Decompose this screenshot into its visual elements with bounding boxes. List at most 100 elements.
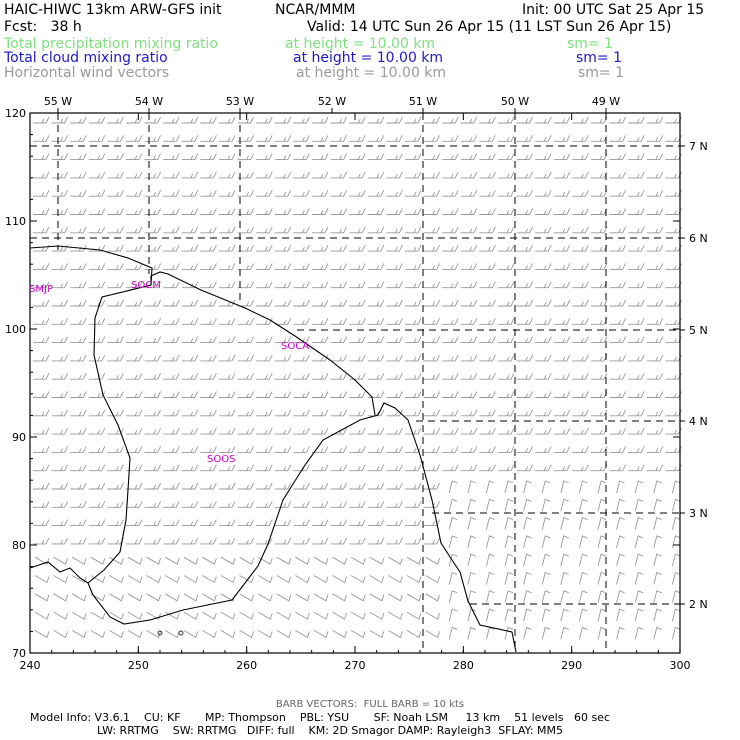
wind-barb — [220, 556, 236, 565]
wind-barb — [293, 208, 310, 215]
wind-barb — [256, 354, 273, 362]
wind-barb — [312, 244, 329, 252]
wind-barb — [616, 590, 625, 603]
wind-barb — [406, 611, 422, 620]
wind-barb — [274, 116, 292, 124]
wind-barb — [653, 480, 662, 494]
wind-barb — [126, 391, 143, 398]
wind-barb — [274, 226, 292, 234]
wind-barb — [479, 464, 496, 472]
wind-barb — [367, 116, 385, 124]
lon-label: 54 W — [135, 95, 163, 108]
wind-barb — [665, 244, 682, 252]
wind-barb — [107, 372, 124, 380]
wind-barb — [516, 318, 534, 325]
wind-barb — [460, 427, 478, 435]
wind-barb — [367, 135, 385, 142]
y-axis-labels: 70 80 90 100 110 120 — [5, 107, 26, 660]
wind-barb — [330, 409, 348, 417]
wind-barb — [386, 135, 403, 142]
wind-barb — [332, 556, 348, 565]
wind-barb — [144, 299, 162, 307]
wind-barb — [572, 446, 589, 453]
wind-barb — [144, 116, 162, 124]
wind-barb — [523, 498, 532, 512]
wind-barb — [572, 281, 589, 289]
wind-barb — [516, 372, 534, 380]
wind-barb — [423, 482, 441, 490]
wind-barb — [535, 391, 552, 398]
wind-barb — [200, 391, 217, 398]
wind-barb — [274, 501, 292, 508]
wind-barb — [405, 208, 422, 215]
wind-barb — [516, 391, 534, 398]
wind-barb — [423, 464, 441, 472]
wind-barb — [479, 336, 496, 344]
wind-barb — [274, 482, 292, 490]
wind-barb — [88, 281, 106, 289]
wind-barb — [628, 171, 645, 179]
wind-barb — [609, 171, 627, 179]
wind-barb — [295, 556, 310, 565]
wind-barb — [256, 116, 273, 124]
wind-barb — [88, 519, 106, 527]
x-tick-label: 300 — [670, 659, 691, 672]
wind-barb — [423, 189, 441, 197]
wind-barb — [535, 244, 552, 252]
wind-barb — [597, 535, 607, 549]
wind-barb — [237, 135, 255, 142]
wind-barb — [523, 553, 532, 567]
wind-barb — [460, 208, 478, 215]
wind-barb — [126, 537, 143, 545]
lon-label: 52 W — [318, 95, 346, 108]
wind-barb — [653, 608, 662, 622]
wind-barb — [572, 409, 589, 417]
wind-barb — [330, 281, 348, 289]
wind-barb — [479, 372, 496, 380]
wind-barb — [560, 626, 569, 640]
wind-barb — [553, 372, 571, 380]
wind-barb — [183, 593, 199, 602]
wind-barb — [653, 535, 662, 549]
wind-barb — [34, 611, 50, 620]
wind-barb — [541, 516, 551, 530]
wind-barb — [276, 630, 292, 639]
wind-barb — [330, 537, 348, 545]
wind-barb — [126, 208, 143, 215]
field-cloud-height: at height = 10.00 km — [293, 50, 444, 66]
wind-barb — [405, 464, 422, 472]
wind-barb — [628, 427, 645, 435]
wind-barb — [578, 498, 588, 512]
wind-barb — [423, 446, 441, 453]
wind-barb — [634, 608, 644, 622]
coastline — [29, 245, 517, 653]
wind-barb — [467, 590, 476, 603]
wind-barb — [293, 391, 310, 398]
wind-barb — [646, 153, 664, 161]
wind-barb — [256, 318, 273, 325]
border-fg-sr — [150, 271, 376, 416]
wind-barb — [71, 593, 87, 602]
wind-barb — [237, 299, 255, 307]
wind-barb — [200, 281, 217, 289]
wind-barb — [442, 171, 459, 179]
wind-barb — [126, 299, 143, 307]
frame-ticks — [29, 108, 685, 654]
wind-barb — [504, 590, 514, 603]
wind-barb — [219, 135, 236, 142]
wind-barb — [274, 372, 292, 380]
wind-barb — [597, 480, 607, 494]
wind-barb — [423, 501, 441, 508]
wind-barb — [423, 153, 441, 161]
wind-barb — [504, 553, 514, 567]
wind-barb — [330, 189, 348, 197]
wind-barb — [560, 535, 569, 549]
wind-barb — [553, 281, 571, 289]
wind-barb — [597, 553, 607, 567]
wind-barb — [460, 189, 478, 197]
wind-barb — [107, 189, 124, 197]
station-socm: SOCM — [131, 280, 161, 291]
wind-barb — [51, 263, 69, 270]
wind-barb — [609, 464, 627, 472]
wind-barb — [276, 575, 292, 584]
